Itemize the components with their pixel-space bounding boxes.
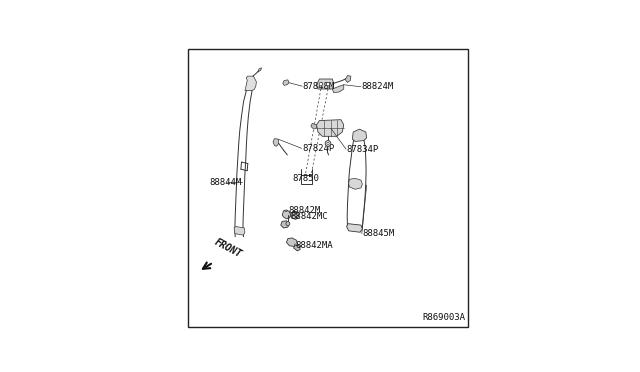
Circle shape (286, 222, 290, 226)
Polygon shape (287, 238, 298, 247)
Circle shape (327, 142, 329, 145)
Polygon shape (281, 221, 289, 228)
Text: FRONT: FRONT (213, 237, 243, 260)
Bar (301, 175, 312, 183)
Polygon shape (283, 80, 289, 85)
Text: 88842M: 88842M (288, 206, 320, 215)
Text: 87850: 87850 (292, 174, 319, 183)
Text: 88824M: 88824M (362, 82, 394, 91)
Polygon shape (291, 211, 299, 219)
Text: 88842MA: 88842MA (295, 241, 333, 250)
Polygon shape (294, 245, 300, 251)
Text: 87848M: 87848M (303, 82, 335, 91)
Polygon shape (234, 227, 245, 235)
Polygon shape (353, 129, 367, 141)
Polygon shape (273, 139, 279, 146)
Text: 88845M: 88845M (362, 229, 395, 238)
Text: 87834P: 87834P (347, 145, 379, 154)
Polygon shape (311, 124, 317, 129)
Text: 88842MC: 88842MC (291, 212, 328, 221)
Polygon shape (245, 76, 257, 90)
Circle shape (319, 83, 323, 86)
Polygon shape (345, 76, 351, 83)
Circle shape (325, 141, 331, 146)
Polygon shape (317, 120, 344, 136)
Circle shape (326, 83, 330, 86)
Polygon shape (332, 85, 344, 93)
Polygon shape (347, 224, 362, 232)
Text: 87824P: 87824P (302, 144, 335, 153)
Polygon shape (258, 68, 262, 72)
Text: 88844M: 88844M (209, 178, 241, 187)
Text: R869003A: R869003A (422, 314, 465, 323)
Polygon shape (317, 79, 333, 89)
Polygon shape (282, 210, 291, 219)
Polygon shape (349, 179, 362, 189)
